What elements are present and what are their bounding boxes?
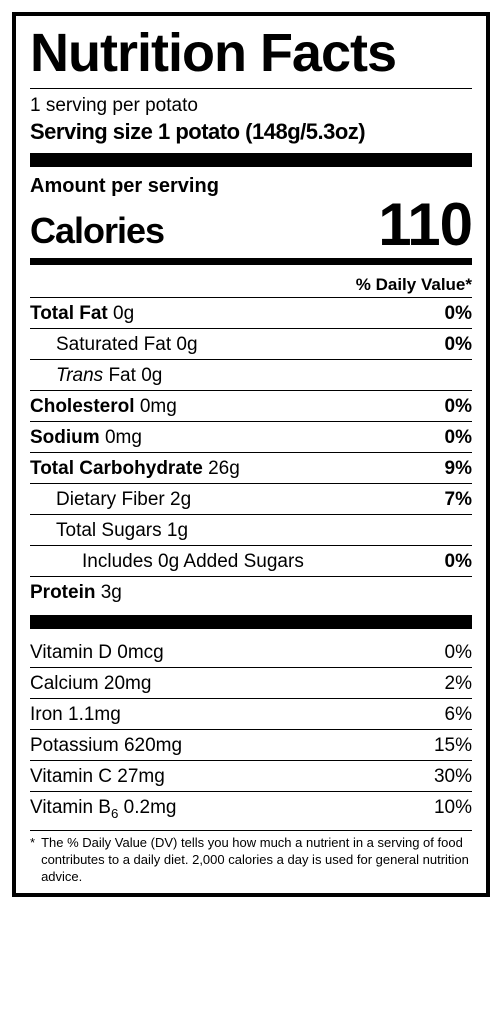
sodium-row: Sodium 0mg 0% [30, 421, 472, 452]
protein-row: Protein 3g [30, 576, 472, 607]
nutrition-facts-label: Nutrition Facts 1 serving per potato Ser… [12, 12, 490, 897]
divider [30, 88, 472, 89]
calories-label: Calories [30, 210, 164, 252]
daily-value-header: % Daily Value* [30, 271, 472, 297]
potassium-row: Potassium 620mg 15% [30, 729, 472, 760]
fiber-row: Dietary Fiber 2g 7% [30, 483, 472, 514]
saturated-fat-row: Saturated Fat 0g 0% [30, 328, 472, 359]
vitamin-b6-row: Vitamin B6 0.2mg 10% [30, 791, 472, 824]
trans-fat-row: Trans Fat 0g [30, 359, 472, 390]
total-carb-row: Total Carbohydrate 26g 9% [30, 452, 472, 483]
title: Nutrition Facts [30, 26, 472, 84]
divider-med [30, 258, 472, 265]
cholesterol-row: Cholesterol 0mg 0% [30, 390, 472, 421]
vitamin-c-row: Vitamin C 27mg 30% [30, 760, 472, 791]
servings-per-container: 1 serving per potato [30, 93, 472, 119]
divider-thick [30, 615, 472, 629]
total-fat-row: Total Fat 0g 0% [30, 297, 472, 328]
calories-row: Calories 110 [30, 198, 472, 252]
calcium-row: Calcium 20mg 2% [30, 667, 472, 698]
total-sugars-row: Total Sugars 1g [30, 514, 472, 545]
iron-row: Iron 1.1mg 6% [30, 698, 472, 729]
vitamin-d-row: Vitamin D 0mcg 0% [30, 637, 472, 667]
footnote: * The % Daily Value (DV) tells you how m… [30, 830, 472, 886]
added-sugars-row: Includes 0g Added Sugars 0% [30, 545, 472, 576]
calories-value: 110 [378, 198, 472, 252]
divider-thick [30, 153, 472, 167]
serving-size: Serving size 1 potato (148g/5.3oz) [30, 119, 472, 145]
